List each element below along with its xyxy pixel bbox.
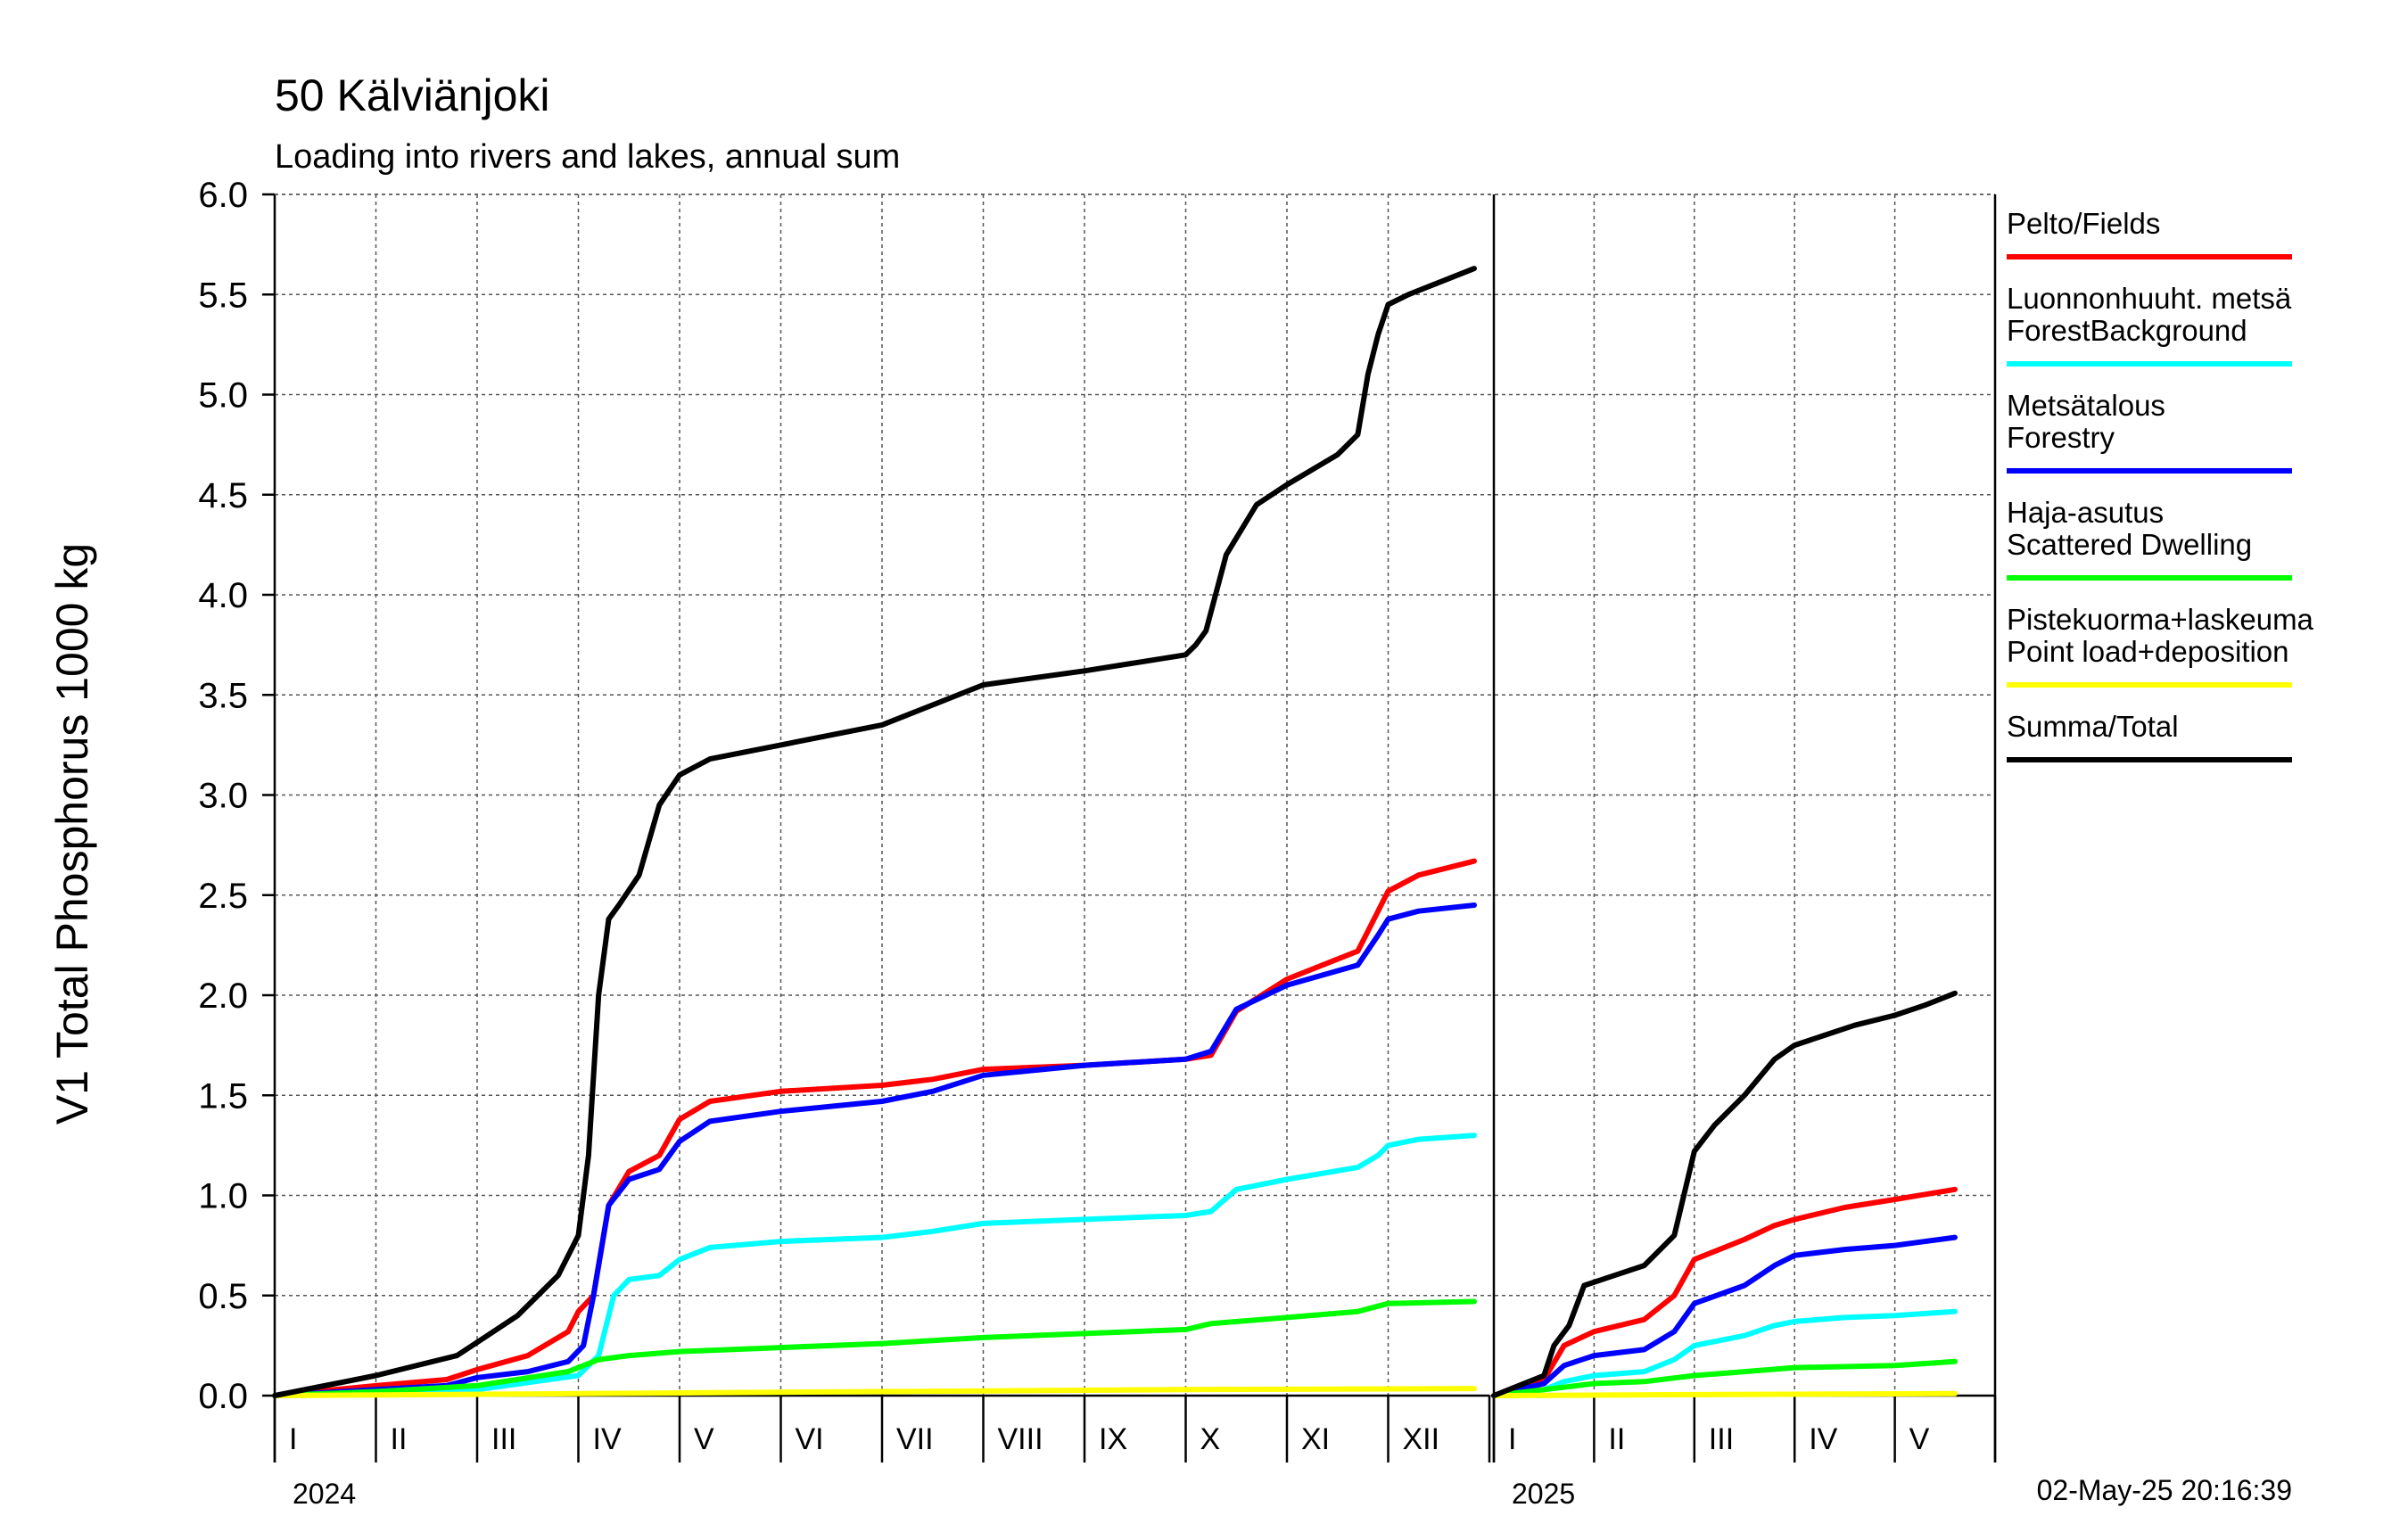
month-label: XII <box>1403 1422 1440 1456</box>
y-tick-label: 1.5 <box>198 1076 248 1116</box>
y-tick-label: 0.5 <box>198 1277 248 1316</box>
month-label: VII <box>896 1422 934 1456</box>
y-tick-label: 4.5 <box>198 476 248 515</box>
y-tick-label: 3.0 <box>198 777 248 816</box>
y-axis-label: V1 Total Phosphorus 1000 kg <box>47 543 97 1125</box>
y-tick-label: 5.0 <box>198 376 248 416</box>
legend-label: Pelto/Fields <box>2007 207 2160 240</box>
month-label: VIII <box>998 1422 1043 1456</box>
timestamp: 02-May-25 20:16:39 <box>2037 1474 2292 1506</box>
legend-label: Scattered Dwelling <box>2007 528 2252 561</box>
legend: Pelto/Fields Luonnonhuuht. metsäForestBac… <box>2007 207 2314 762</box>
year-label: 2024 <box>293 1478 356 1510</box>
y-tick-label: 2.5 <box>198 877 248 916</box>
series-line <box>1491 1308 1958 1398</box>
y-tick-label: 1.0 <box>198 1177 248 1216</box>
legend-label: Forestry <box>2007 421 2115 454</box>
chart-title: 50 Kälviänjoki <box>275 70 550 120</box>
series-line <box>1491 1234 1958 1398</box>
y-tick-label: 4.0 <box>198 576 248 615</box>
legend-label: Point load+deposition <box>2007 635 2289 668</box>
month-label: II <box>391 1422 408 1456</box>
month-label: V <box>694 1422 714 1456</box>
legend-label: Metsätalous <box>2007 389 2165 422</box>
month-label: X <box>1200 1422 1221 1456</box>
y-tick-label: 3.5 <box>198 676 248 715</box>
month-label: IV <box>1809 1422 1837 1456</box>
series-line <box>272 858 1477 1398</box>
month-label: I <box>1508 1422 1516 1456</box>
month-label: I <box>289 1422 297 1456</box>
y-tick-label: 6.0 <box>198 176 248 215</box>
month-label: II <box>1608 1422 1625 1456</box>
month-label: V <box>1909 1422 1930 1456</box>
series-line <box>272 266 1477 1398</box>
month-label: IX <box>1099 1422 1127 1456</box>
legend-label: Pistekuorma+laskeuma <box>2007 603 2314 636</box>
series-line <box>272 902 1477 1398</box>
series-line <box>1491 990 1958 1398</box>
series-line <box>272 1386 1477 1398</box>
y-tick-label: 0.0 <box>198 1377 248 1416</box>
series-line <box>1491 1186 1958 1398</box>
year-label: 2025 <box>1512 1478 1575 1510</box>
month-label: III <box>491 1422 516 1456</box>
month-label: VI <box>796 1422 824 1456</box>
month-label: XI <box>1301 1422 1330 1456</box>
series-line <box>1491 1390 1958 1398</box>
series-line <box>272 1298 1477 1398</box>
month-label: III <box>1709 1422 1734 1456</box>
y-tick-label: 2.0 <box>198 976 248 1016</box>
legend-label: Luonnonhuuht. metsä <box>2007 282 2292 315</box>
legend-label: ForestBackground <box>2007 314 2247 347</box>
series-line <box>1491 1358 1958 1398</box>
y-tick-label: 5.5 <box>198 276 248 315</box>
month-label: IV <box>593 1422 622 1456</box>
plot-area: 0.0 0.5 1.0 1.5 2.0 2.5 3.0 3.5 4.0 4.5 5.0 5.5 6.0 I… <box>198 176 1997 1510</box>
chart-subtitle: Loading into rivers and lakes, annual su… <box>275 138 900 176</box>
legend-label: Summa/Total <box>2007 710 2179 743</box>
legend-label: Haja-asutus <box>2007 496 2164 529</box>
